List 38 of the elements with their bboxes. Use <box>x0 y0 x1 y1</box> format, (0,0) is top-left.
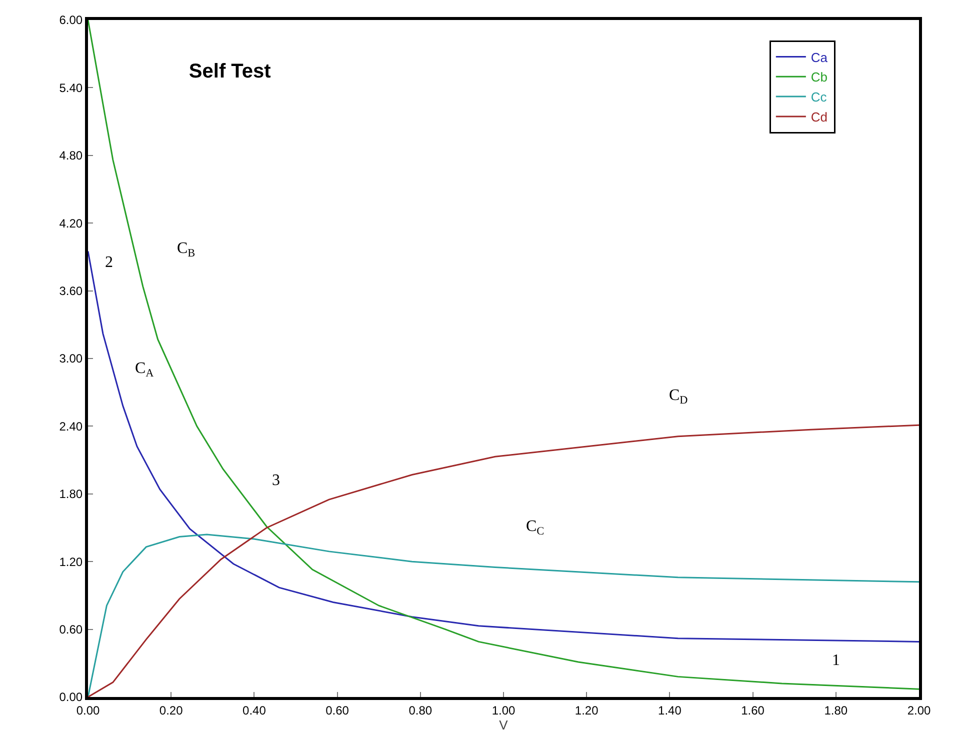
x-tick-label: 0.40 <box>242 703 266 718</box>
annotation: 2 <box>105 254 113 271</box>
annotation: C$_{C}$ <box>526 518 544 538</box>
annotation: 3 <box>272 472 280 489</box>
y-tick-label: 1.80 <box>59 487 83 502</box>
x-tick-label: 1.60 <box>741 703 765 718</box>
annotation: C$_{B}$ <box>177 240 196 260</box>
x-tick-label: 1.00 <box>492 703 516 718</box>
legend-label: Cb <box>810 70 828 85</box>
y-tick-label: 0.00 <box>59 690 83 704</box>
y-tick-label: 2.40 <box>59 419 83 434</box>
y-tick-label: 4.20 <box>59 216 83 230</box>
x-tick-label: 1.40 <box>658 703 682 718</box>
y-tick-label: 6.00 <box>59 13 83 28</box>
line-series <box>88 20 919 690</box>
legend-label: Ca <box>810 50 828 65</box>
annotation: C$_{A}$ <box>135 360 154 380</box>
line-series <box>88 534 919 697</box>
text: Self Test <box>188 60 272 83</box>
y-tick-label: 4.80 <box>59 148 83 163</box>
x-tick-label: 1.80 <box>824 703 848 718</box>
x-axis-title: V <box>499 717 508 732</box>
y-tick-label: 3.00 <box>59 352 83 366</box>
legend-label: Cd <box>810 110 828 125</box>
x-tick-label: 2.00 <box>907 703 931 718</box>
x-tick-label: 1.20 <box>574 703 599 718</box>
x-tick-label: 0.00 <box>76 703 100 718</box>
annotation: 1 <box>832 652 840 669</box>
x-tick-label: 0.60 <box>326 703 350 718</box>
annotation: C$_{D}$ <box>669 387 688 406</box>
x-tick-label: 0.80 <box>408 703 432 718</box>
y-tick-label: 3.60 <box>59 284 83 298</box>
y-tick-label: 5.40 <box>59 80 83 95</box>
y-tick-label: 1.20 <box>59 554 83 569</box>
legend-label: Cc <box>810 90 828 105</box>
y-tick-label: 0.60 <box>59 622 83 636</box>
x-tick-label: 0.20 <box>159 703 184 718</box>
line-series <box>88 424 919 697</box>
